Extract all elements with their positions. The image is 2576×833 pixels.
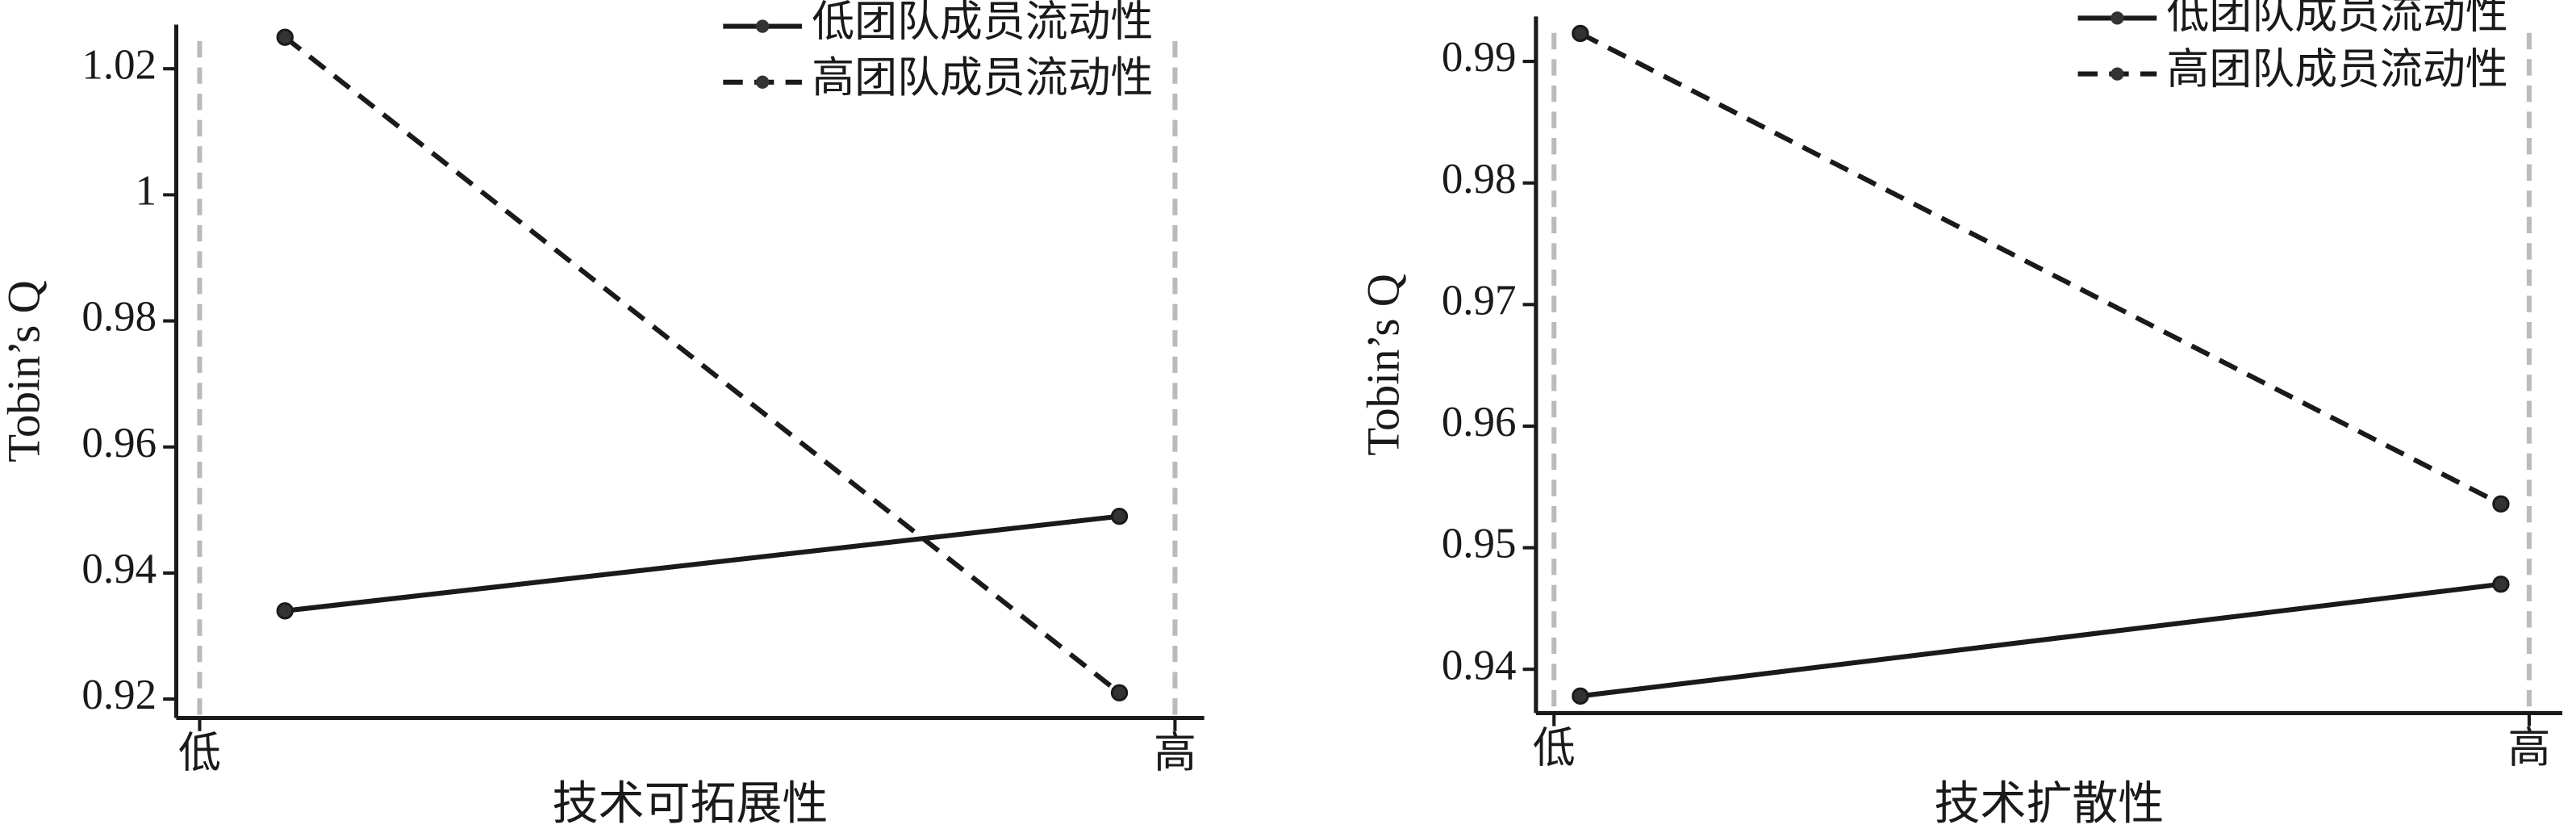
legend-marker bbox=[755, 75, 770, 89]
y-tick-label: 0.98 bbox=[1442, 156, 1517, 203]
legend-marker bbox=[2110, 11, 2124, 25]
legend-label: 低团队成员流动性 bbox=[2166, 0, 2507, 38]
y-tick-label: 0.98 bbox=[81, 294, 157, 341]
series-line bbox=[283, 35, 1121, 695]
y-tick-label: 0.96 bbox=[81, 420, 157, 467]
legend-label: 高团队成员流动性 bbox=[812, 55, 1153, 102]
point bbox=[2492, 495, 2510, 513]
point bbox=[2492, 576, 2510, 593]
y-tick-label: 0.97 bbox=[1442, 277, 1517, 324]
legend-marker bbox=[2110, 67, 2124, 81]
y-tick-label: 0.99 bbox=[1442, 34, 1517, 81]
y-tick-label: 0.94 bbox=[1442, 642, 1517, 689]
series-line bbox=[1580, 581, 2502, 699]
point bbox=[1110, 507, 1129, 525]
point bbox=[276, 602, 294, 620]
y-axis-label: Tobin’s Q bbox=[0, 280, 49, 463]
point bbox=[1110, 684, 1129, 701]
x-tick-label: 低 bbox=[1533, 725, 1576, 772]
y-tick-label: 0.94 bbox=[81, 546, 157, 592]
y-tick-label: 0.95 bbox=[1442, 521, 1517, 567]
point bbox=[1572, 24, 1589, 43]
y-tick-label: 1.02 bbox=[81, 41, 157, 88]
series-line bbox=[1579, 31, 2503, 507]
legend-label: 低团队成员流动性 bbox=[812, 0, 1153, 46]
x-tick-label: 高 bbox=[2507, 725, 2550, 772]
point bbox=[276, 28, 294, 46]
y-tick-label: 1 bbox=[136, 168, 157, 215]
x-tick-label: 高 bbox=[1154, 730, 1196, 777]
series-line bbox=[284, 513, 1120, 613]
legend-label: 高团队成员流动性 bbox=[2166, 47, 2507, 94]
y-tick-label: 0.96 bbox=[1442, 399, 1517, 446]
x-axis-label: 技术扩散性 bbox=[1934, 779, 2164, 830]
y-axis-label: Tobin’s Q bbox=[1359, 274, 1409, 456]
x-tick-label: 低 bbox=[178, 730, 221, 777]
point bbox=[1572, 687, 1589, 705]
y-tick-label: 0.92 bbox=[81, 672, 157, 718]
x-axis-label: 技术可拓展性 bbox=[553, 779, 829, 830]
legend-marker bbox=[755, 19, 770, 33]
